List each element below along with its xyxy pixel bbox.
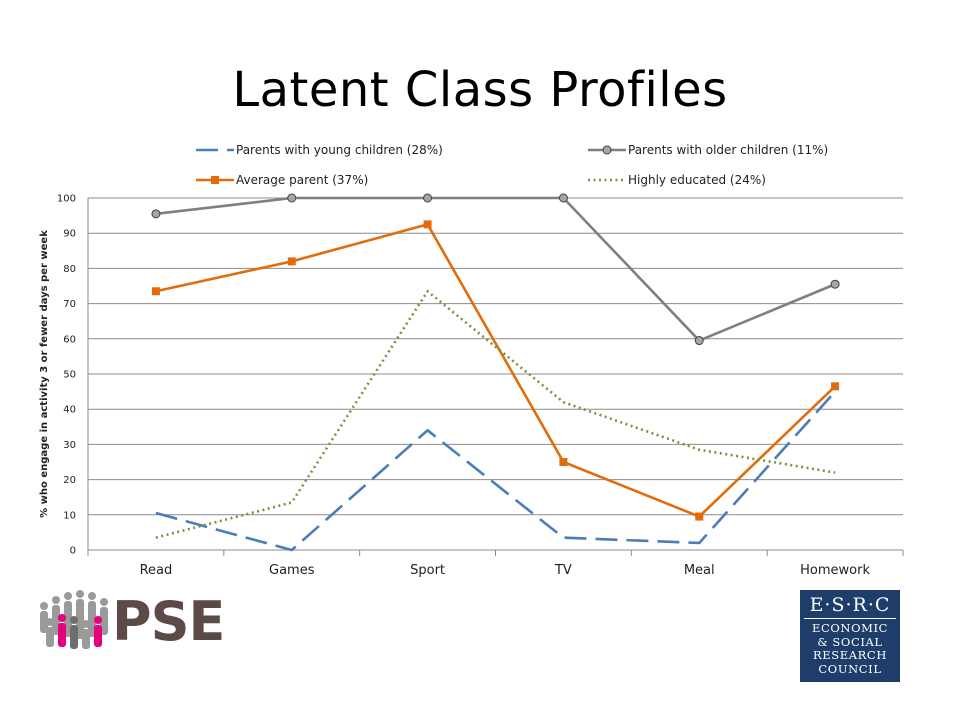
y-tick-label: 0 [70,546,76,557]
slide-title: Latent Class Profiles [232,62,728,118]
data-point [559,458,568,466]
data-point [831,382,840,391]
legend-label: Parents with young children (28%) [236,143,443,157]
pse-logo-text: PSE [112,590,225,653]
esrc-logo: E·S·R·C ECONOMIC & SOCIAL RESEARCH COUNC… [800,590,900,682]
data-point [695,512,704,521]
esrc-logo-line: COUNCIL [818,661,882,676]
legend-label: Average parent (37%) [236,173,368,187]
data-point [287,193,297,203]
legend-marker [211,176,219,184]
data-point [151,287,160,296]
legend-label: Parents with older children (11%) [628,143,828,157]
data-point [830,279,840,289]
x-tick-label: Homework [800,563,870,578]
esrc-logo-line: & SOCIAL [817,634,883,649]
y-tick-label: 60 [63,334,76,345]
y-tick-label: 90 [63,229,76,240]
pse-crowd-logo-icon [40,590,108,649]
series-line [155,196,836,342]
legend-marker [602,145,612,155]
y-tick-label: 100 [57,194,76,205]
data-point [558,193,568,203]
data-point [423,220,432,229]
y-tick-label: 70 [63,299,76,310]
series-line [155,223,836,518]
x-tick-label: Meal [684,563,715,578]
esrc-logo-line: ECONOMIC [811,621,889,635]
x-tick-label: Games [269,563,315,578]
series-line [155,390,837,552]
legend-label: Highly educated (24%) [628,173,766,187]
x-tick-label: Read [140,563,173,578]
y-tick-label: 50 [63,370,76,381]
y-tick-label: 40 [63,405,76,416]
y-tick-label: 80 [63,264,76,275]
x-tick-label: TV [554,563,572,578]
data-point [694,336,704,346]
y-tick-label: 30 [63,440,76,451]
x-tick-label: Sport [410,563,445,578]
data-point [151,209,161,219]
esrc-logo-line: RESEARCH [813,648,887,663]
data-point [287,257,296,266]
esrc-logo-acronym: E·S·R·C [804,594,896,619]
y-axis-label: % who engage in activity 3 or fewer days… [39,230,50,518]
data-point [423,193,433,203]
y-tick-label: 20 [63,475,76,486]
series-line [155,289,836,539]
y-tick-label: 10 [63,510,76,521]
